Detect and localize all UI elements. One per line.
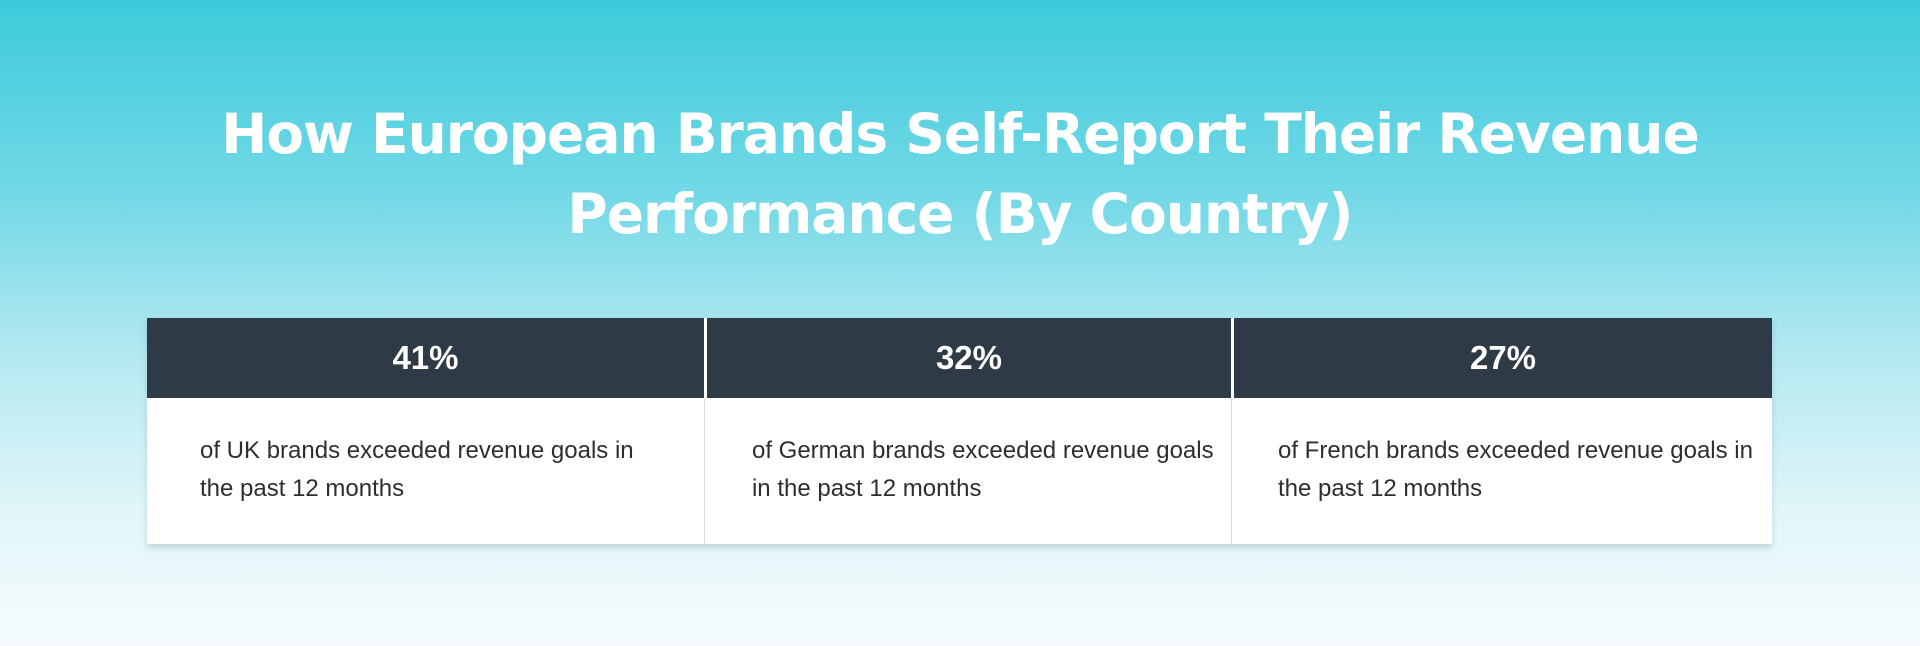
stat-text-germany: of German brands exceeded revenue goals …	[751, 437, 1214, 502]
stat-body-uk: of UK brands exceeded revenue goals in t…	[147, 398, 704, 544]
stat-value-france: 27%	[1469, 339, 1537, 376]
stat-value-uk: 41%	[392, 339, 459, 376]
stat-body-germany: of German brands exceeded revenue goals …	[703, 398, 1231, 544]
stat-value-germany: 32%	[935, 339, 1003, 376]
stat-text-france: of French brands exceeded revenue goals …	[1278, 437, 1753, 502]
stat-column-germany: 32% of German brands exceeded revenue go…	[703, 318, 1231, 544]
page-title-line-1: How European Brands Self-Report Their Re…	[221, 102, 1700, 166]
stat-body-france: of French brands exceeded revenue goals …	[1231, 398, 1772, 544]
stat-column-uk: 41% of UK brands exceeded revenue goals …	[147, 318, 704, 544]
stats-table: 41% of UK brands exceeded revenue goals …	[147, 318, 1772, 544]
page-title: How European Brands Self-Report Their Re…	[0, 94, 1920, 254]
stat-column-france: 27% of French brands exceeded revenue go…	[1231, 318, 1772, 544]
stat-text-uk: of UK brands exceeded revenue goals in t…	[200, 437, 634, 502]
stat-header-germany: 32%	[706, 318, 1231, 398]
page-title-line-2: Performance (By Country)	[567, 182, 1353, 246]
stat-header-uk: 41%	[147, 318, 704, 398]
stat-header-france: 27%	[1234, 318, 1772, 398]
